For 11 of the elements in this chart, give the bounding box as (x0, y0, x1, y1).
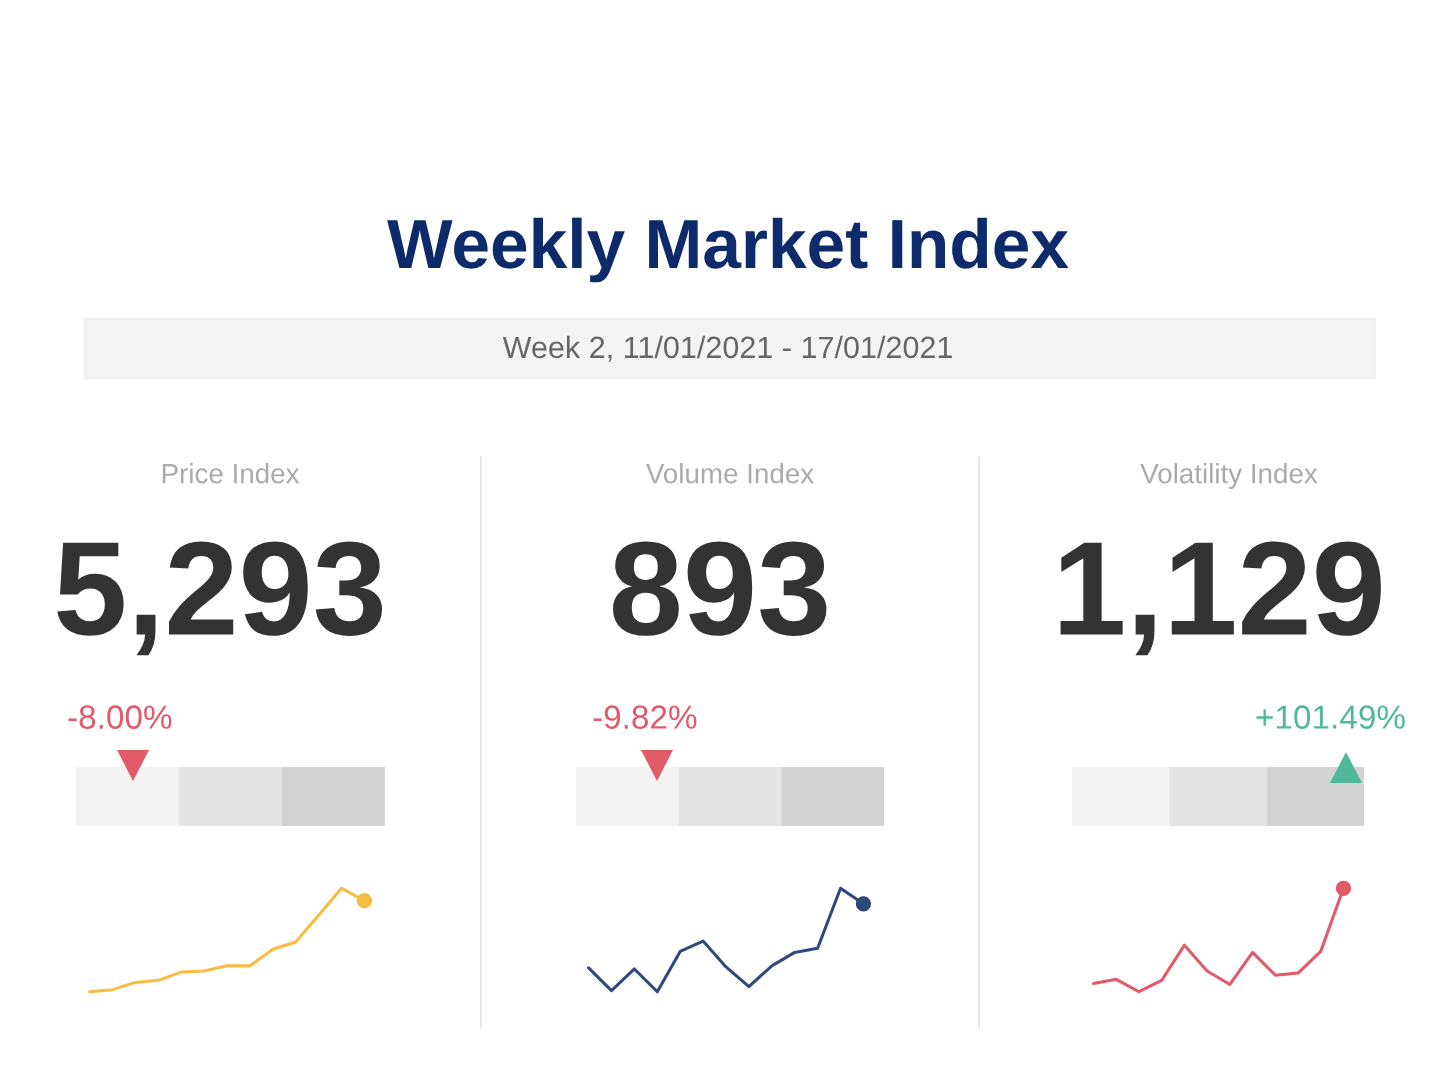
text: +101.49% (1256, 705, 1405, 729)
text: Week 2, 11/01/2021 - 17/01/2021 (502, 335, 952, 362)
text: Weekly Market Index (387, 217, 1069, 283)
chart-title: Price Index (162, 463, 300, 484)
text: -9.82% (593, 705, 697, 729)
chart-title: Volatility Index (1140, 463, 1318, 489)
text: 5,293 (57, 541, 383, 656)
text: 1,129 (1060, 541, 1381, 656)
text: 893 (613, 541, 827, 636)
text: -8.00% (68, 705, 172, 729)
chart-title: Volume Index (645, 463, 814, 484)
